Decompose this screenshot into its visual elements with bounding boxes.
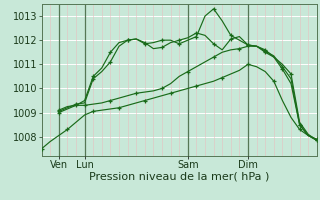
X-axis label: Pression niveau de la mer( hPa ): Pression niveau de la mer( hPa ) [89,172,269,182]
